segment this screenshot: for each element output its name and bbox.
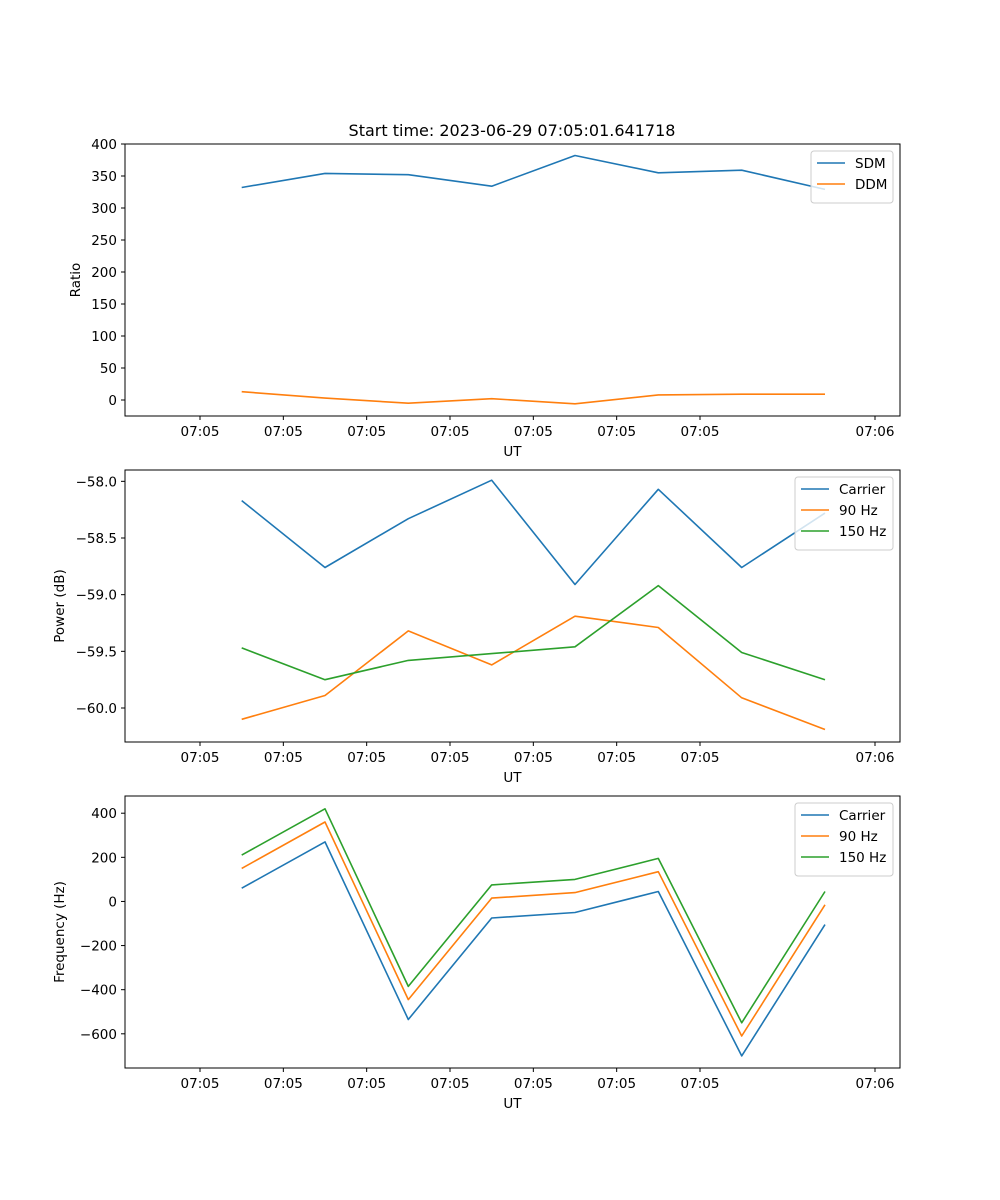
y-tick-label: 350 [91, 169, 117, 185]
legend-entry: 150 Hz [839, 850, 886, 866]
x-tick-label: 07:06 [856, 1076, 895, 1092]
y-tick-label: −59.5 [76, 644, 117, 660]
legend-entry: SDM [855, 156, 886, 172]
y-tick-label: 200 [91, 850, 117, 866]
legend-entry: 90 Hz [839, 829, 878, 845]
y-axis-label: Ratio [68, 263, 84, 298]
panel-3: 07:05 07:05 07:05 07:05 07:05 07:05 07:05 07:06… [52, 795, 901, 1112]
y-tick-label: −600 [80, 1027, 117, 1043]
x-tick-label: 07:05 [347, 750, 386, 766]
x-tick-label: 07:05 [514, 1076, 553, 1092]
series-line-ddm [241, 390, 825, 405]
y-tick-label: 400 [91, 137, 117, 153]
x-tick-label: 07:05 [681, 750, 720, 766]
x-tick-label: 07:05 [264, 424, 303, 440]
panel-1: 07:05 07:05 07:05 07:05 07:05 07:05 07:05 07:06… [68, 137, 901, 460]
y-tick-label: 200 [91, 265, 117, 281]
y-axis-label: Power (dB) [52, 569, 68, 642]
legend: SDM DDM [810, 150, 894, 204]
y-tick-label: −58.0 [76, 474, 117, 490]
y-tick-label: −58.5 [76, 531, 117, 547]
legend: Carrier 90 Hz 150 Hz [794, 802, 894, 877]
legend-entry: DDM [855, 177, 887, 193]
y-tick-label: 400 [91, 806, 117, 822]
y-tick-label: 0 [108, 393, 117, 409]
y-tick-label: 150 [91, 297, 117, 313]
x-tick-label: 07:05 [347, 1076, 386, 1092]
x-tick-label: 07:05 [597, 424, 636, 440]
x-tick-label: 07:05 [681, 1076, 720, 1092]
y-tick-label: −60.0 [76, 701, 117, 717]
y-tick-label: −400 [80, 983, 117, 999]
series-line-sdm [241, 154, 826, 191]
x-tick-label: 07:05 [264, 750, 303, 766]
series-line-carrier [241, 841, 826, 1057]
x-tick-label: 07:05 [264, 1076, 303, 1092]
x-tick-label: 07:05 [431, 424, 470, 440]
x-tick-label: 07:06 [856, 424, 895, 440]
series-line-90-hz [241, 821, 826, 1037]
x-axis-label: UT [503, 770, 522, 786]
x-tick-label: 07:05 [597, 750, 636, 766]
panel-2: 07:05 07:05 07:05 07:05 07:05 07:05 07:05 07:06… [52, 469, 901, 786]
legend-entry: Carrier [839, 808, 886, 824]
y-tick-label: 0 [108, 894, 117, 910]
x-tick-label: 07:05 [597, 1076, 636, 1092]
x-tick-label: 07:06 [856, 750, 895, 766]
x-tick-label: 07:05 [181, 424, 220, 440]
x-tick-label: 07:05 [181, 750, 220, 766]
y-tick-label: 50 [100, 361, 117, 377]
legend: Carrier 90 Hz 150 Hz [794, 476, 894, 551]
y-tick-label: −200 [80, 939, 117, 955]
chart-title: Start time: 2023-06-29 07:05:01.641718 [349, 121, 676, 140]
x-tick-label: 07:05 [347, 424, 386, 440]
legend-box [810, 150, 894, 204]
x-tick-label: 07:05 [514, 750, 553, 766]
series-line-90-hz [241, 615, 826, 731]
y-tick-label: −59.0 [76, 588, 117, 604]
x-axis-label: UT [503, 1096, 522, 1112]
x-tick-label: 07:05 [514, 424, 553, 440]
series-line-150-hz [241, 807, 826, 1024]
axes-frame [124, 143, 901, 417]
y-tick-label: 250 [91, 233, 117, 249]
series-line-150-hz [241, 584, 826, 681]
y-axis-label: Frequency (Hz) [52, 881, 68, 983]
x-tick-label: 07:05 [431, 750, 470, 766]
x-axis-label: UT [503, 444, 522, 460]
legend-entry: Carrier [839, 482, 886, 498]
legend-entry: 90 Hz [839, 503, 878, 519]
axes-frame [124, 795, 901, 1069]
y-tick-label: 300 [91, 201, 117, 217]
series-line-carrier [241, 479, 826, 586]
legend-entry: 150 Hz [839, 524, 886, 540]
x-tick-label: 07:05 [181, 1076, 220, 1092]
axes-frame [124, 469, 901, 743]
x-tick-label: 07:05 [431, 1076, 470, 1092]
y-tick-label: 100 [91, 329, 117, 345]
x-tick-label: 07:05 [681, 424, 720, 440]
